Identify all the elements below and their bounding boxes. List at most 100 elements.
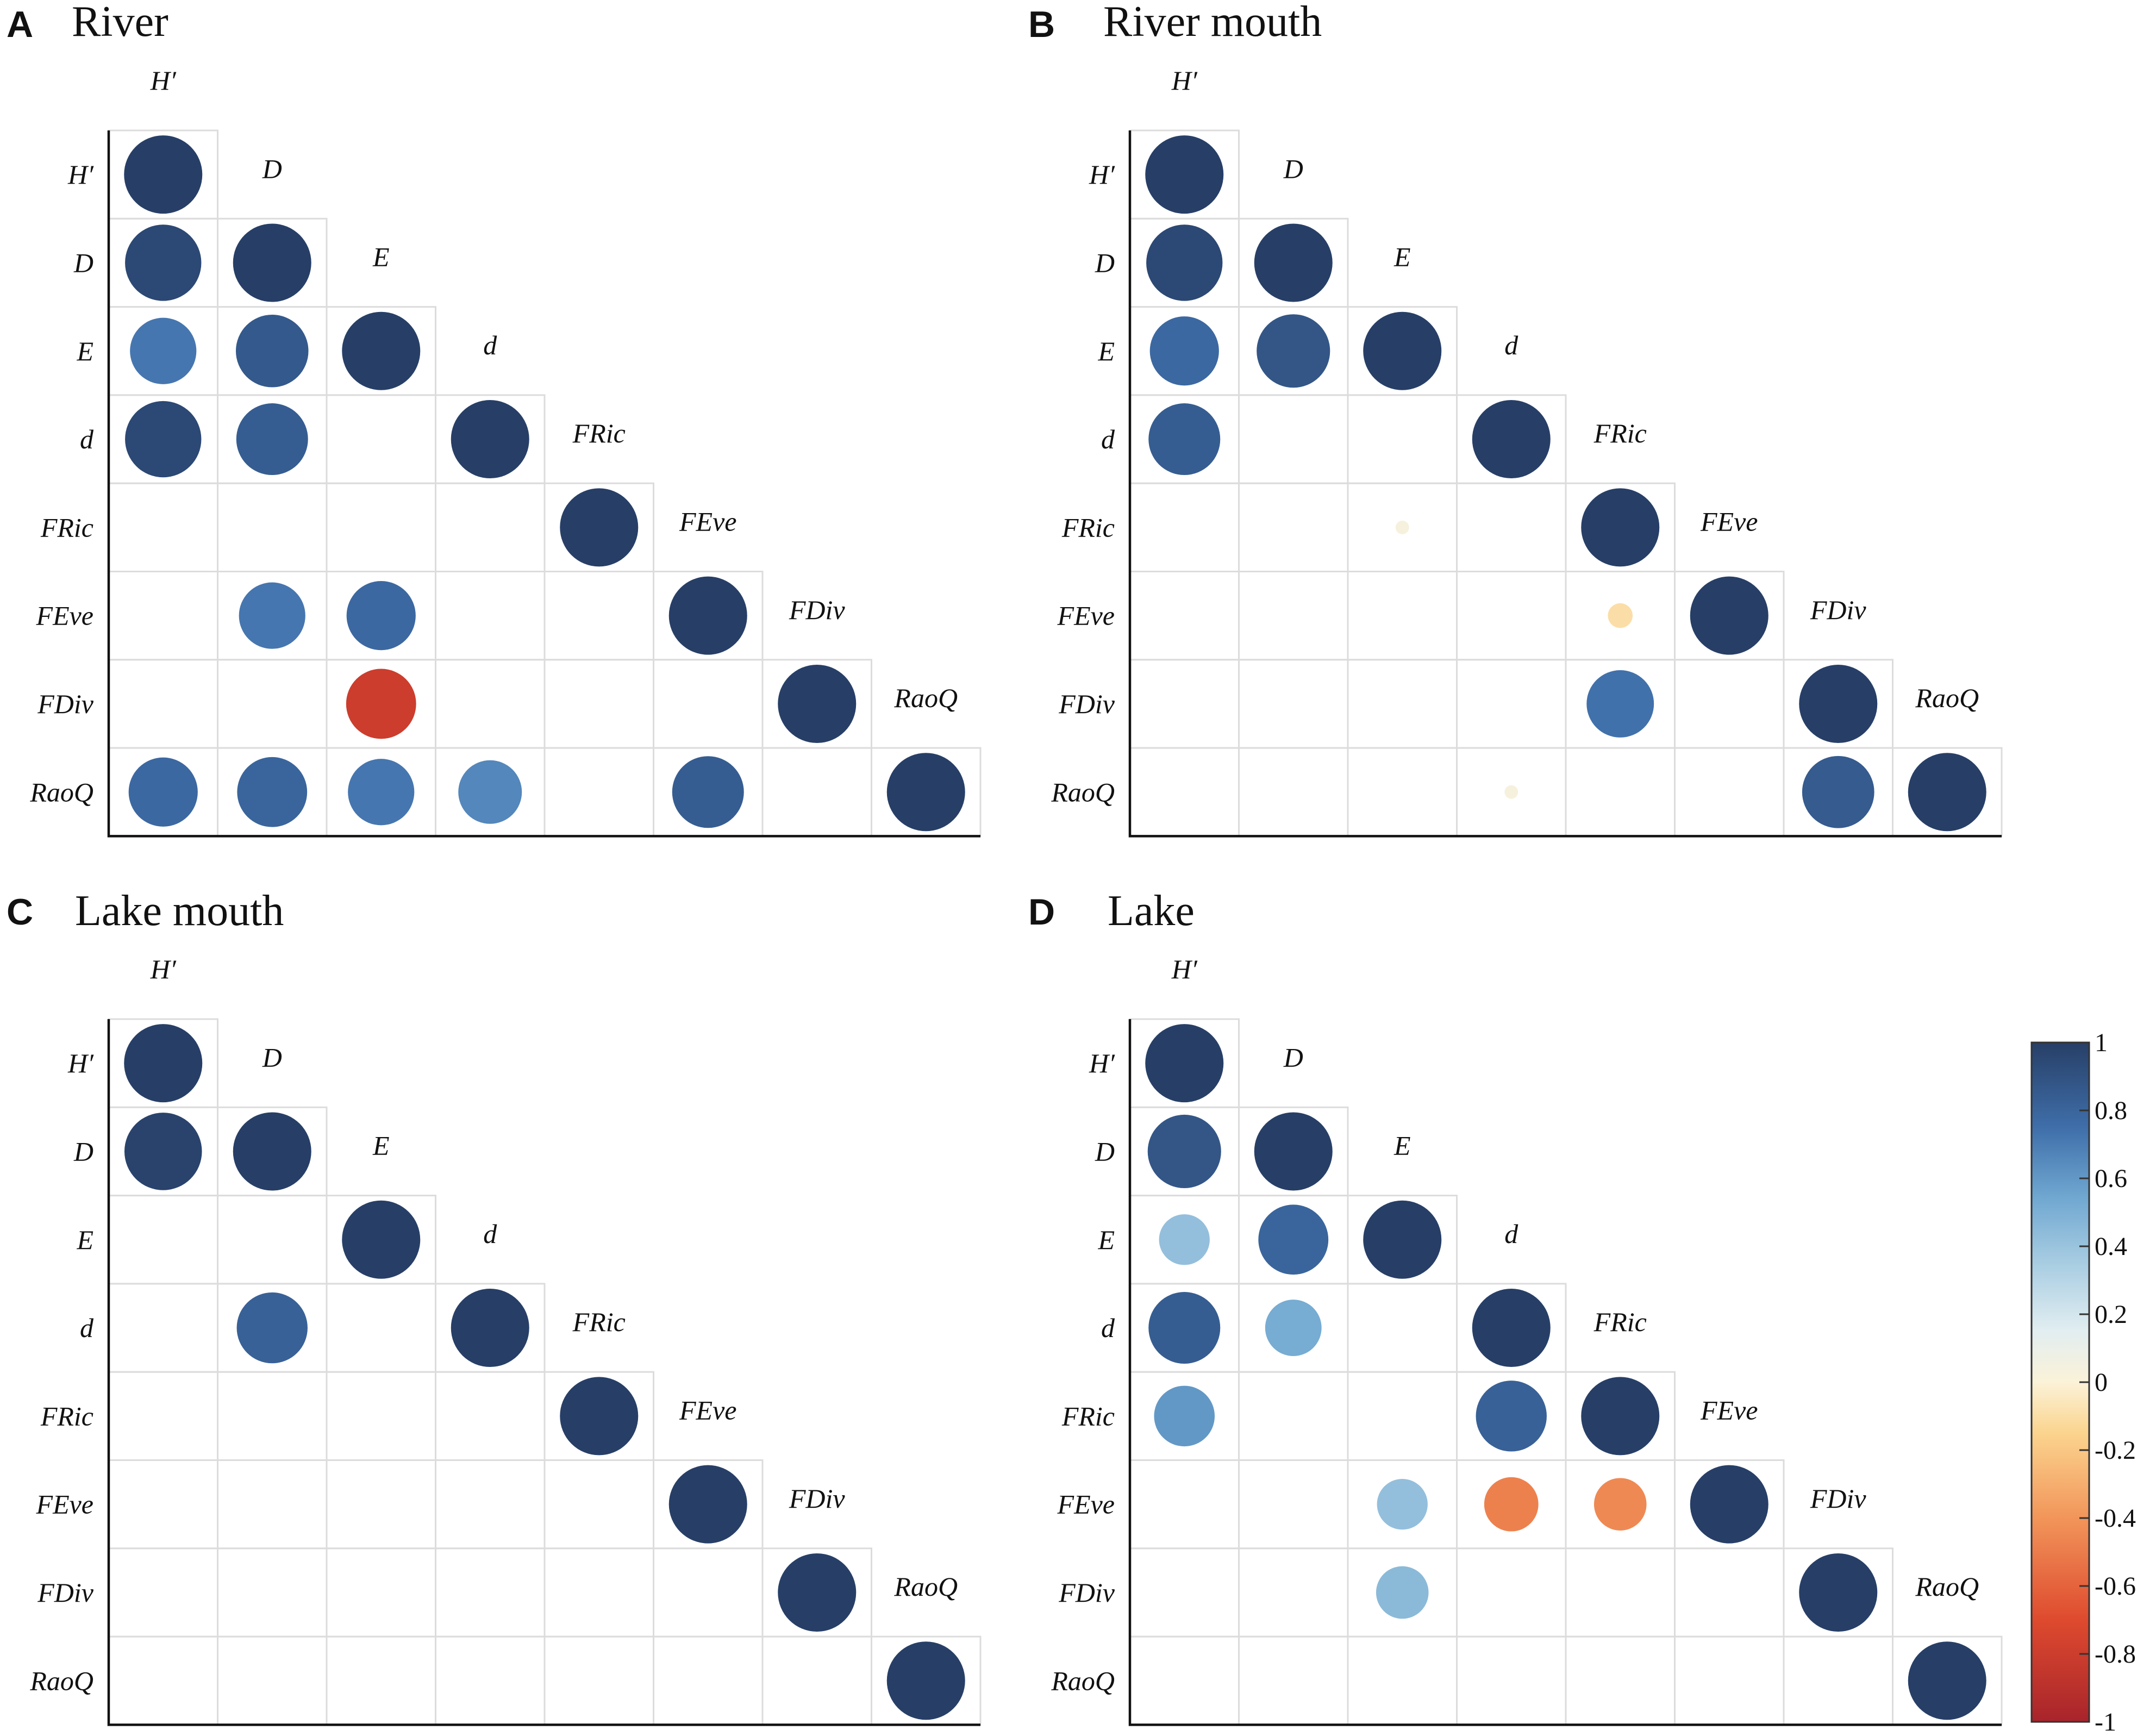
correlation-circle	[1257, 314, 1330, 388]
correlation-circle	[1799, 1553, 1878, 1632]
matrix-cell	[543, 659, 654, 749]
matrix-cell	[653, 1547, 764, 1638]
correlation-circle	[451, 400, 529, 479]
column-label: FDiv	[789, 595, 846, 625]
column-label: H′	[1171, 954, 1198, 984]
row-label: H′	[67, 1048, 94, 1078]
row-label: d	[80, 1313, 94, 1343]
correlation-circle	[1581, 1377, 1660, 1456]
matrix-cell	[1129, 571, 1240, 661]
row-label: d	[1101, 1313, 1115, 1343]
colorbar-tick-label: 0.2	[2095, 1300, 2127, 1329]
column-label: d	[483, 330, 497, 360]
panel-b: B River mouth H′ D Ed FRic FEve FDiv RaoQ H′ D Ed…	[1028, 0, 2003, 838]
axis-line	[107, 1019, 980, 1726]
column-label: H′	[150, 954, 177, 984]
correlation-circle	[1799, 664, 1878, 743]
column-label: FRic	[572, 418, 626, 448]
correlation-circle	[668, 1465, 747, 1544]
row-label: FEve	[36, 1489, 93, 1520]
correlation-circle	[458, 760, 522, 824]
matrix-cell	[108, 1459, 218, 1550]
row-label: H′	[67, 159, 94, 190]
column-label: E	[372, 242, 390, 272]
correlation-circle	[1254, 223, 1333, 302]
correlation-circle	[1581, 488, 1660, 567]
correlation-circle	[1908, 753, 1986, 832]
matrix-cell	[217, 1547, 328, 1638]
row-label: FRic	[40, 1401, 93, 1431]
correlation-circle	[1148, 1292, 1221, 1364]
column-label: D	[262, 1042, 282, 1072]
row-label: H′	[1089, 159, 1115, 190]
correlation-circle	[1363, 311, 1442, 390]
correlation-circle	[128, 757, 198, 827]
row-label: D	[73, 1136, 93, 1166]
axis-line	[107, 130, 980, 838]
correlation-circle	[1159, 1214, 1210, 1265]
column-label: D	[1283, 153, 1303, 184]
correlation-circle	[1363, 1200, 1442, 1279]
matrix-cell	[108, 571, 218, 661]
colorbar-tick-label: -1	[2095, 1708, 2116, 1736]
column-label: d	[1504, 330, 1518, 360]
colorbar: 1 0.8 0.6 0.4 0.2 0 -0.2 -0.4 -0.6 -0.8 -1	[2030, 1028, 2136, 1736]
matrix-cell	[108, 1635, 218, 1726]
matrix-cell	[1674, 1547, 1785, 1638]
matrix-cell	[1347, 1635, 1458, 1726]
matrix-cell	[653, 1635, 764, 1726]
matrix-cell	[326, 1547, 436, 1638]
matrix-cell	[653, 659, 764, 749]
matrix-cell	[1238, 1371, 1349, 1461]
row-label: RaoQ	[29, 1665, 93, 1696]
column-label: FEve	[1700, 507, 1758, 537]
matrix-cell	[326, 1459, 436, 1550]
correlation-circle	[1265, 1300, 1322, 1356]
column-label: E	[1393, 242, 1411, 272]
column-label: RaoQ	[893, 1571, 958, 1602]
row-label: D	[1095, 1136, 1115, 1166]
correlation-circle	[236, 403, 308, 476]
matrix-cell	[108, 1195, 218, 1285]
correlation-circle	[348, 759, 415, 826]
correlation-circle	[778, 1553, 857, 1632]
matrix-cell	[1456, 571, 1567, 661]
correlation-circle	[1586, 670, 1654, 738]
correlation-circle	[1258, 1204, 1329, 1275]
matrix-cell	[326, 1371, 436, 1461]
correlation-circle	[1149, 316, 1219, 386]
row-label: d	[80, 424, 94, 454]
correlation-circle	[886, 753, 965, 832]
matrix-cell	[1456, 1635, 1567, 1726]
correlation-circle	[672, 756, 744, 828]
column-label: E	[1393, 1131, 1411, 1161]
row-label: FRic	[1061, 512, 1115, 542]
correlation-circle	[886, 1641, 965, 1720]
column-label: d	[483, 1219, 497, 1249]
matrix-cell	[1783, 1635, 1893, 1726]
column-label: FDiv	[1810, 595, 1867, 625]
correlation-circle	[236, 1292, 308, 1364]
correlation-circle	[125, 224, 202, 301]
matrix-cell	[543, 1459, 654, 1550]
correlation-circle	[235, 314, 309, 388]
matrix-cell	[1347, 571, 1458, 661]
matrix-cell	[326, 394, 436, 484]
row-label: FDiv	[1058, 689, 1115, 719]
matrix-cell	[326, 1283, 436, 1373]
axis-line	[1128, 1019, 2002, 1726]
matrix-cell	[1347, 1283, 1458, 1373]
row-label: H′	[1089, 1048, 1115, 1078]
row-label: RaoQ	[1051, 777, 1115, 807]
matrix-cell	[217, 1459, 328, 1550]
matrix-cell	[1238, 659, 1349, 749]
matrix-cell	[108, 1371, 218, 1461]
correlation-circle	[1395, 520, 1409, 534]
matrix-cell	[1238, 571, 1349, 661]
correlation-circle	[1593, 1478, 1647, 1531]
correlation-circle	[1472, 400, 1551, 479]
matrix-cell	[108, 482, 218, 573]
correlation-circle	[124, 135, 203, 214]
panel-title: River	[72, 0, 168, 46]
